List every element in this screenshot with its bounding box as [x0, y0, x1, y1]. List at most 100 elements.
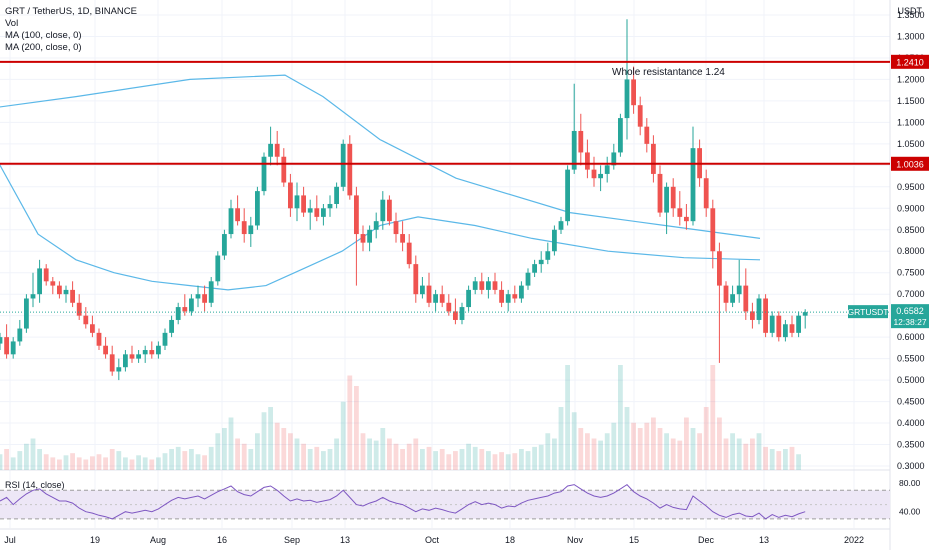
candle-body	[690, 148, 696, 222]
volume-bar	[301, 443, 306, 470]
candle-body	[307, 208, 313, 213]
candle-body	[156, 345, 161, 355]
ma100-label[interactable]: MA (100, close, 0)	[5, 30, 82, 41]
candle-body	[268, 143, 273, 157]
candle-body	[743, 285, 749, 312]
candle-body	[393, 221, 399, 235]
volume-bar	[393, 443, 399, 470]
price-axis-tick: 0.7000	[897, 289, 925, 299]
price-tag-countdown: 12:38:27	[893, 317, 926, 327]
candle-body	[129, 354, 135, 359]
volume-bar	[380, 428, 386, 470]
price-tag	[891, 304, 929, 329]
price-tag-value: 0.6582	[896, 306, 924, 316]
candle-body	[525, 272, 531, 286]
candle-body	[624, 79, 630, 119]
candle-body	[400, 234, 405, 243]
volume-bar	[571, 412, 577, 470]
volume-bar	[96, 454, 102, 470]
candle-body	[406, 242, 412, 265]
candle-body	[492, 281, 498, 290]
volume-bar	[175, 446, 181, 470]
ma200-label[interactable]: MA (200, close, 0)	[5, 42, 82, 53]
volume-bar	[314, 446, 320, 470]
volume-bar	[37, 449, 42, 470]
candle-body	[750, 311, 755, 320]
volume-bar	[677, 440, 683, 470]
currency-unit[interactable]: USDT	[897, 6, 923, 16]
candle-body	[281, 156, 287, 183]
time-axis-tick: Aug	[150, 535, 166, 545]
volume-bar	[657, 428, 663, 470]
volume-bar	[604, 433, 610, 470]
volume-bar	[360, 433, 366, 470]
volume-bar	[651, 417, 656, 470]
candle-body	[24, 298, 29, 329]
symbol-tag	[848, 305, 888, 319]
volume-bar	[248, 449, 254, 470]
volume-bar	[156, 457, 161, 470]
price-axis-tick: 0.4000	[897, 418, 925, 428]
time-axis-tick: 18	[505, 535, 515, 545]
candle-body	[347, 143, 353, 196]
candle-body	[340, 143, 346, 187]
volume-bar	[400, 449, 405, 470]
volume-bar	[116, 451, 122, 470]
candle-body	[387, 199, 392, 222]
time-axis-tick: 19	[90, 535, 100, 545]
volume-bar	[169, 449, 174, 470]
volume-bar	[670, 438, 676, 470]
time-axis-tick: 2022	[844, 535, 864, 545]
volume-bar	[70, 453, 75, 470]
candle-body	[63, 289, 69, 295]
candle-body	[571, 130, 577, 170]
volume-bar	[129, 459, 135, 470]
volume-bar	[684, 417, 689, 470]
candle-body	[136, 354, 141, 359]
volume-bar	[202, 455, 207, 470]
rsi-axis-tick: 80.00	[899, 478, 921, 488]
volume-bar	[532, 446, 537, 470]
volume-bar	[281, 428, 287, 470]
candle-body	[90, 324, 95, 333]
time-axis-tick: Nov	[567, 535, 584, 545]
candle-body	[222, 234, 227, 256]
vol-label[interactable]: Vol	[5, 18, 19, 29]
volume-bar	[466, 443, 471, 470]
volume-bar	[796, 454, 801, 470]
volume-bar	[717, 417, 722, 470]
volume-bar	[624, 407, 630, 470]
volume-bar	[307, 449, 313, 470]
volume-bar	[294, 438, 300, 470]
level-tag	[891, 54, 929, 69]
candle-body	[466, 289, 471, 308]
candle-body	[644, 126, 650, 144]
volume-bar	[512, 453, 518, 470]
volume-bar	[637, 428, 643, 470]
volume-bar	[43, 454, 49, 470]
candle-body	[631, 79, 636, 106]
candle-body	[248, 225, 254, 235]
candle-body	[208, 281, 214, 303]
candle-body	[763, 298, 768, 333]
candle-body	[37, 268, 42, 295]
symbol-title[interactable]: GRT / TetherUS, 1D, BINANCE	[5, 6, 137, 17]
candle-body	[512, 294, 518, 299]
candle-body	[50, 281, 56, 286]
chart-legend: GRT / TetherUS, 1D, BINANCE Vol MA (100,…	[5, 6, 137, 54]
volume-bar	[327, 449, 333, 470]
volume-bar	[4, 449, 9, 470]
candle-body	[334, 186, 339, 204]
candle-body	[116, 367, 122, 372]
volume-bar	[690, 428, 696, 470]
candle-body	[578, 130, 584, 153]
rsi-label[interactable]: RSI (14, close)	[5, 480, 65, 490]
volume-bar	[565, 365, 570, 470]
candle-body	[717, 251, 722, 286]
candle-body	[83, 315, 89, 325]
volume-bar	[228, 417, 234, 470]
candle-body	[57, 285, 62, 295]
candle-body	[10, 341, 16, 355]
candle-body	[142, 350, 148, 355]
candle-body	[149, 350, 155, 355]
